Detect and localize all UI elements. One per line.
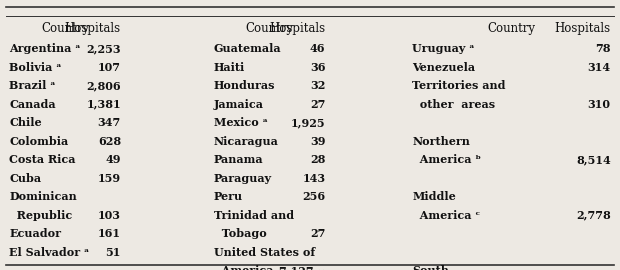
Text: America: America [214, 265, 273, 270]
Text: 143: 143 [303, 173, 326, 184]
Text: 2,253: 2,253 [86, 43, 121, 54]
Text: Hospitals: Hospitals [269, 22, 326, 35]
Text: Paraguay: Paraguay [214, 173, 272, 184]
Text: Argentina ᵃ: Argentina ᵃ [9, 43, 81, 54]
Text: 347: 347 [98, 117, 121, 128]
Text: 28: 28 [310, 154, 326, 165]
Text: Country: Country [246, 22, 294, 35]
Text: Costa Rica: Costa Rica [9, 154, 76, 165]
Text: 2,806: 2,806 [86, 80, 121, 91]
Text: 7,127 ··: 7,127 ·· [279, 265, 326, 270]
Text: Territories and: Territories and [412, 80, 506, 91]
Text: Venezuela: Venezuela [412, 62, 476, 73]
Text: El Salvador ᵃ: El Salvador ᵃ [9, 247, 89, 258]
Text: America ᵇ: America ᵇ [412, 154, 481, 165]
Text: South: South [412, 265, 449, 270]
Text: 78: 78 [595, 43, 611, 54]
Text: Canada: Canada [9, 99, 56, 110]
Text: 314: 314 [588, 62, 611, 73]
Text: United States of: United States of [214, 247, 315, 258]
Text: Republic: Republic [9, 210, 73, 221]
Text: Panama: Panama [214, 154, 264, 165]
Text: 27: 27 [310, 99, 326, 110]
Text: 310: 310 [588, 99, 611, 110]
Text: Bolivia ᵃ: Bolivia ᵃ [9, 62, 62, 73]
Text: other  areas: other areas [412, 99, 495, 110]
Text: Chile: Chile [9, 117, 42, 128]
Text: Tobago: Tobago [214, 228, 267, 239]
Text: 49: 49 [105, 154, 121, 165]
Text: Jamaica: Jamaica [214, 99, 264, 110]
Text: Hospitals: Hospitals [64, 22, 121, 35]
Text: Haiti: Haiti [214, 62, 245, 73]
Text: 2,778: 2,778 [576, 210, 611, 221]
Text: Cuba: Cuba [9, 173, 42, 184]
Text: Country: Country [487, 22, 536, 35]
Text: Mexico ᵃ: Mexico ᵃ [214, 117, 268, 128]
Text: 107: 107 [98, 62, 121, 73]
Text: Guatemala: Guatemala [214, 43, 281, 54]
Text: 46: 46 [310, 43, 326, 54]
Text: 256: 256 [303, 191, 326, 202]
Text: Nicaragua: Nicaragua [214, 136, 279, 147]
Text: 8,514: 8,514 [576, 154, 611, 165]
Text: 1,381: 1,381 [86, 99, 121, 110]
Text: Hospitals: Hospitals [554, 22, 611, 35]
Text: 103: 103 [98, 210, 121, 221]
Text: Northern: Northern [412, 136, 470, 147]
Text: 36: 36 [310, 62, 326, 73]
Text: Uruguay ᵃ: Uruguay ᵃ [412, 43, 475, 54]
Text: Trinidad and: Trinidad and [214, 210, 294, 221]
Text: Ecuador: Ecuador [9, 228, 61, 239]
Text: 51: 51 [105, 247, 121, 258]
Text: 27: 27 [310, 228, 326, 239]
Text: Colombia: Colombia [9, 136, 69, 147]
Text: 39: 39 [310, 136, 326, 147]
Text: 1,925: 1,925 [291, 117, 326, 128]
Text: Middle: Middle [412, 191, 456, 202]
Text: Brazil ᵃ: Brazil ᵃ [9, 80, 56, 91]
Text: 32: 32 [310, 80, 326, 91]
Text: Dominican: Dominican [9, 191, 77, 202]
Text: Peru: Peru [214, 191, 243, 202]
Text: 159: 159 [98, 173, 121, 184]
Text: America ᶜ: America ᶜ [412, 210, 480, 221]
Text: Honduras: Honduras [214, 80, 275, 91]
Text: 161: 161 [98, 228, 121, 239]
Text: 628: 628 [98, 136, 121, 147]
Text: Country: Country [41, 22, 89, 35]
